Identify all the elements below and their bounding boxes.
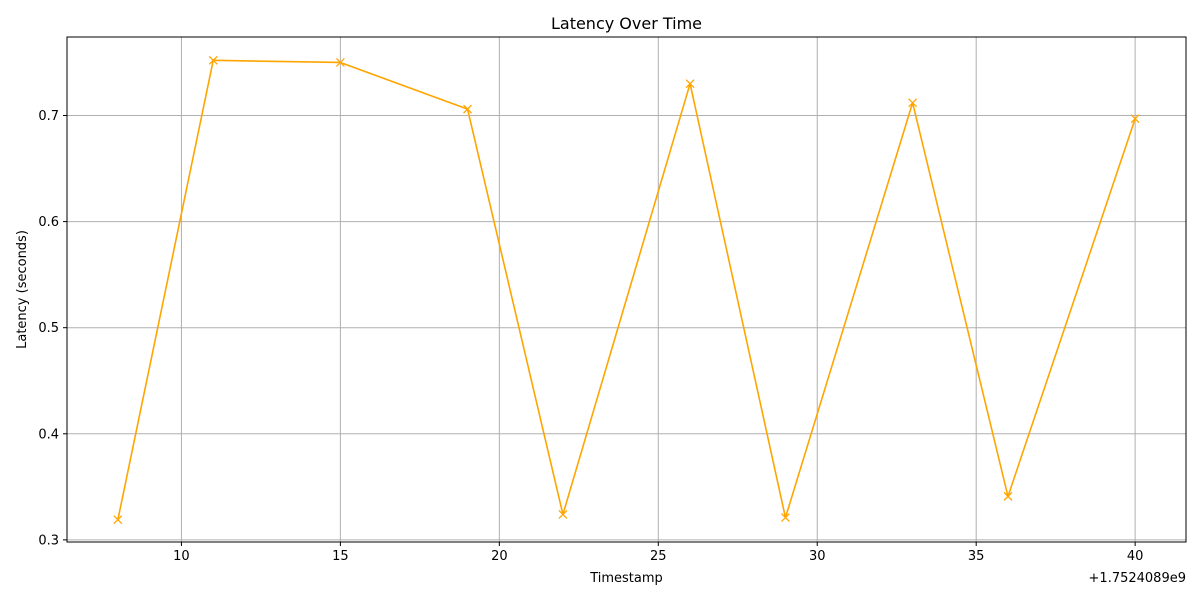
y-tick-label: 0.6 [38, 215, 59, 230]
x-axis-ticks: 10 15 20 25 30 35 40 [173, 542, 1143, 564]
y-tick-label: 0.4 [38, 427, 59, 442]
x-tick-label: 15 [332, 549, 349, 564]
x-tick-label: 20 [491, 549, 508, 564]
data-point-marker [208, 55, 218, 65]
data-point-marker [335, 58, 345, 67]
x-tick-label: 10 [173, 549, 190, 564]
y-axis-label: Latency (seconds) [15, 230, 30, 349]
latency-series-line [117, 59, 1136, 520]
data-point-marker [908, 98, 918, 108]
plot-area-frame [66, 36, 1187, 543]
series-layer [113, 55, 1140, 525]
grid-lines [67, 37, 1186, 542]
data-point-marker [113, 515, 123, 525]
data-point-marker [558, 509, 568, 519]
chart-title: Latency Over Time [551, 14, 702, 33]
x-tick-label: 35 [968, 549, 985, 564]
y-axis-ticks: 0.3 0.4 0.5 0.6 0.7 [38, 109, 67, 548]
data-point-marker [1130, 114, 1140, 124]
data-point-marker [685, 79, 695, 89]
x-tick-label: 30 [809, 549, 826, 564]
x-tick-label: 25 [650, 549, 667, 564]
x-tick-label: 40 [1127, 549, 1144, 564]
y-tick-label: 0.7 [38, 109, 59, 124]
y-tick-label: 0.5 [38, 321, 59, 336]
y-tick-label: 0.3 [38, 533, 59, 548]
x-axis-offset-label: +1.7524089e9 [1089, 571, 1186, 586]
data-point-marker [1003, 491, 1013, 501]
data-point-marker [780, 513, 790, 523]
x-axis-label: Timestamp [589, 571, 663, 586]
data-point-marker [463, 104, 473, 114]
